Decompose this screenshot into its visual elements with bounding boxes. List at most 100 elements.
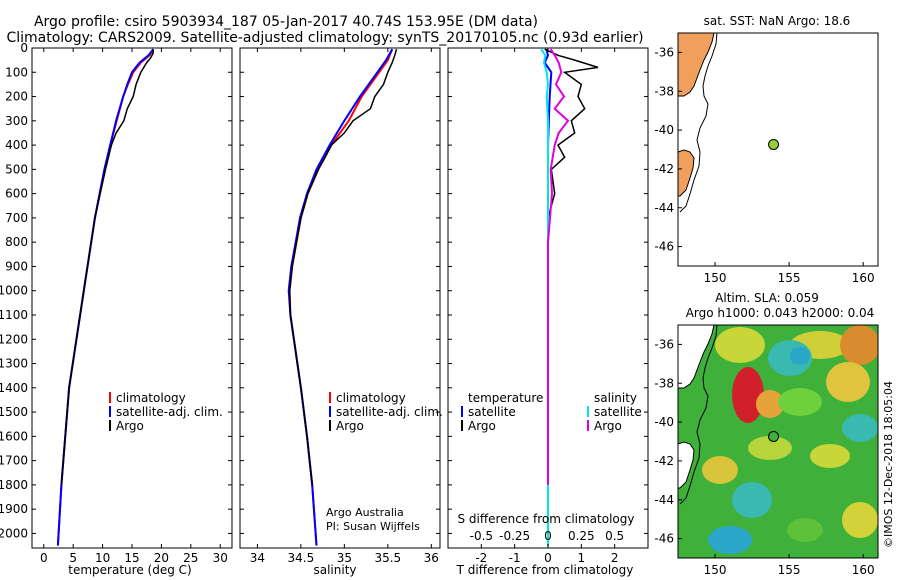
depth-tick-label: 1700: [0, 454, 28, 468]
depth-tick-label: 300: [5, 114, 28, 128]
sla-blob: [790, 347, 810, 365]
difference-legend: temperature satellite Argo salinity sate…: [461, 391, 642, 433]
figure-title-line2: Climatology: CARS2009. Satellite-adjuste…: [6, 30, 643, 46]
sst-map-title: sat. SST: NaN Argo: 18.6: [704, 14, 851, 28]
depth-tick-label: 1900: [0, 502, 28, 516]
difference-series: [540, 48, 599, 546]
depth-tick-label: 1400: [0, 381, 28, 395]
map-x-tick-label: 160: [852, 271, 875, 285]
depth-tick-label: 1000: [0, 284, 28, 298]
map-x-tick-label: 155: [778, 563, 801, 577]
map-y-tick-label: -44: [654, 493, 674, 507]
depth-tick-label: 600: [5, 187, 28, 201]
sla-blob: [810, 444, 850, 468]
x-tick-label: 15: [124, 551, 139, 565]
map-y-tick-label: -42: [654, 162, 674, 176]
depth-tick-label: 800: [5, 235, 28, 249]
salinity-panel-frame: [239, 47, 441, 549]
depth-tick-label: 2000: [0, 526, 28, 540]
depth-tick-label: 1200: [0, 332, 28, 346]
x-tick-label: 2: [611, 551, 619, 565]
legend-argo: Argo: [116, 419, 144, 433]
sla-blob: [842, 414, 878, 442]
sla-blob: [826, 362, 870, 402]
series-line-t-argo: [544, 48, 599, 485]
credit-line2: PI: Susan Wijffels: [326, 520, 420, 533]
sst-map-frame: [677, 32, 879, 267]
legend-s-satellite: satellite: [594, 405, 642, 419]
series-line-s-argo: [547, 48, 570, 485]
map-y-tick-label: -46: [654, 532, 674, 546]
credit-line1: Argo Australia: [326, 506, 404, 519]
sla-blob: [787, 518, 823, 542]
map-y-tick-label: -38: [654, 84, 674, 98]
map-x-tick-label: 150: [704, 271, 727, 285]
x-tick-label: 25: [183, 551, 198, 565]
legend-salinity-title: salinity: [594, 391, 637, 405]
legend-s-argo: Argo: [594, 419, 622, 433]
sst-map-axes: 150 155 160 -36 -38 -40 -42 -44 -46: [654, 45, 874, 285]
sla-map-axes: 150 155 160 -36 -38 -40 -42 -44 -46: [654, 337, 874, 577]
sla-map: 150 155 160 -36 -38 -40 -42 -44 -46: [654, 324, 879, 577]
series-line-climatology: [288, 48, 394, 546]
sla-blob: [702, 456, 738, 484]
sla-map-title-line2: Argo h1000: 0.043 h2000: 0.04: [686, 306, 875, 320]
map-y-tick-label: -38: [654, 376, 674, 390]
map-y-tick-label: -40: [654, 415, 674, 429]
x-tick-label: 10: [95, 551, 110, 565]
salinity-x-label: salinity: [313, 563, 356, 577]
depth-tick-label: 1800: [0, 478, 28, 492]
sst-map-ocean: [678, 33, 878, 266]
sla-map-float-marker: [768, 430, 780, 442]
x-tick-label: 36: [424, 551, 439, 565]
sla-blob: [842, 502, 878, 538]
salinity-legend: climatology satellite-adj. clim. Argo: [329, 391, 443, 433]
s-diff-tick-label: 0: [544, 529, 552, 543]
series-line-climatology: [56, 48, 155, 546]
sst-map-float-marker: [768, 138, 780, 150]
map-y-tick-label: -36: [654, 337, 674, 351]
depth-tick-label: 0: [20, 41, 28, 55]
sla-blob: [778, 388, 822, 416]
x-tick-label: 34: [250, 551, 265, 565]
x-tick-label: 5: [69, 551, 77, 565]
sla-blob: [748, 436, 792, 460]
legend-t-argo: Argo: [468, 419, 496, 433]
depth-tick-label: 1300: [0, 357, 28, 371]
temperature-series: [56, 48, 155, 546]
sla-blob: [840, 325, 878, 365]
map-y-tick-label: -42: [654, 454, 674, 468]
depth-tick-label: 200: [5, 90, 28, 104]
sst-map-land-tasmania: [678, 149, 695, 197]
depth-tick-label: 1600: [0, 429, 28, 443]
figure-title-line1: Argo profile: csiro 5903934_187 05-Jan-2…: [34, 14, 538, 30]
map-y-tick-label: -40: [654, 123, 674, 137]
legend-climatology: climatology: [116, 391, 186, 405]
depth-tick-label: 1500: [0, 405, 28, 419]
series-line-satellite-adj-clim-: [287, 48, 394, 546]
depth-tick-label: 500: [5, 162, 28, 176]
sla-map-shelf-contour: [679, 325, 718, 505]
depth-tick-label: 100: [5, 65, 28, 79]
temperature-legend: climatology satellite-adj. clim. Argo: [109, 391, 223, 433]
sla-blob: [708, 526, 752, 554]
series-line-satellite-adj-clim-: [56, 48, 154, 546]
sla-blob: [715, 327, 765, 363]
x-tick-label: 35.5: [374, 551, 401, 565]
temperature-x-axis: 0 5 10 15 20 25 30: [40, 48, 228, 565]
x-tick-label: 35: [337, 551, 352, 565]
x-tick-label: -2: [475, 551, 487, 565]
sla-map-land-mainland: [678, 325, 715, 389]
depth-tick-label: 700: [5, 211, 28, 225]
map-x-tick-label: 160: [852, 563, 875, 577]
sst-map-land-mainland: [678, 33, 715, 97]
sla-map-frame: [677, 324, 879, 559]
s-difference-x-axis: -0.5 -0.25 0 0.25 0.5: [470, 529, 625, 543]
legend-satellite: satellite-adj. clim.: [116, 405, 223, 419]
depth-tick-label: 400: [5, 138, 28, 152]
t-difference-x-label: T difference from climatology: [456, 563, 634, 577]
series-line-argo: [288, 48, 398, 485]
depth-axis: 0 100 200 300 400 500 600 700 800 900 1000 1100 1200…: [0, 41, 648, 540]
s-diff-tick-label: -0.25: [499, 529, 530, 543]
